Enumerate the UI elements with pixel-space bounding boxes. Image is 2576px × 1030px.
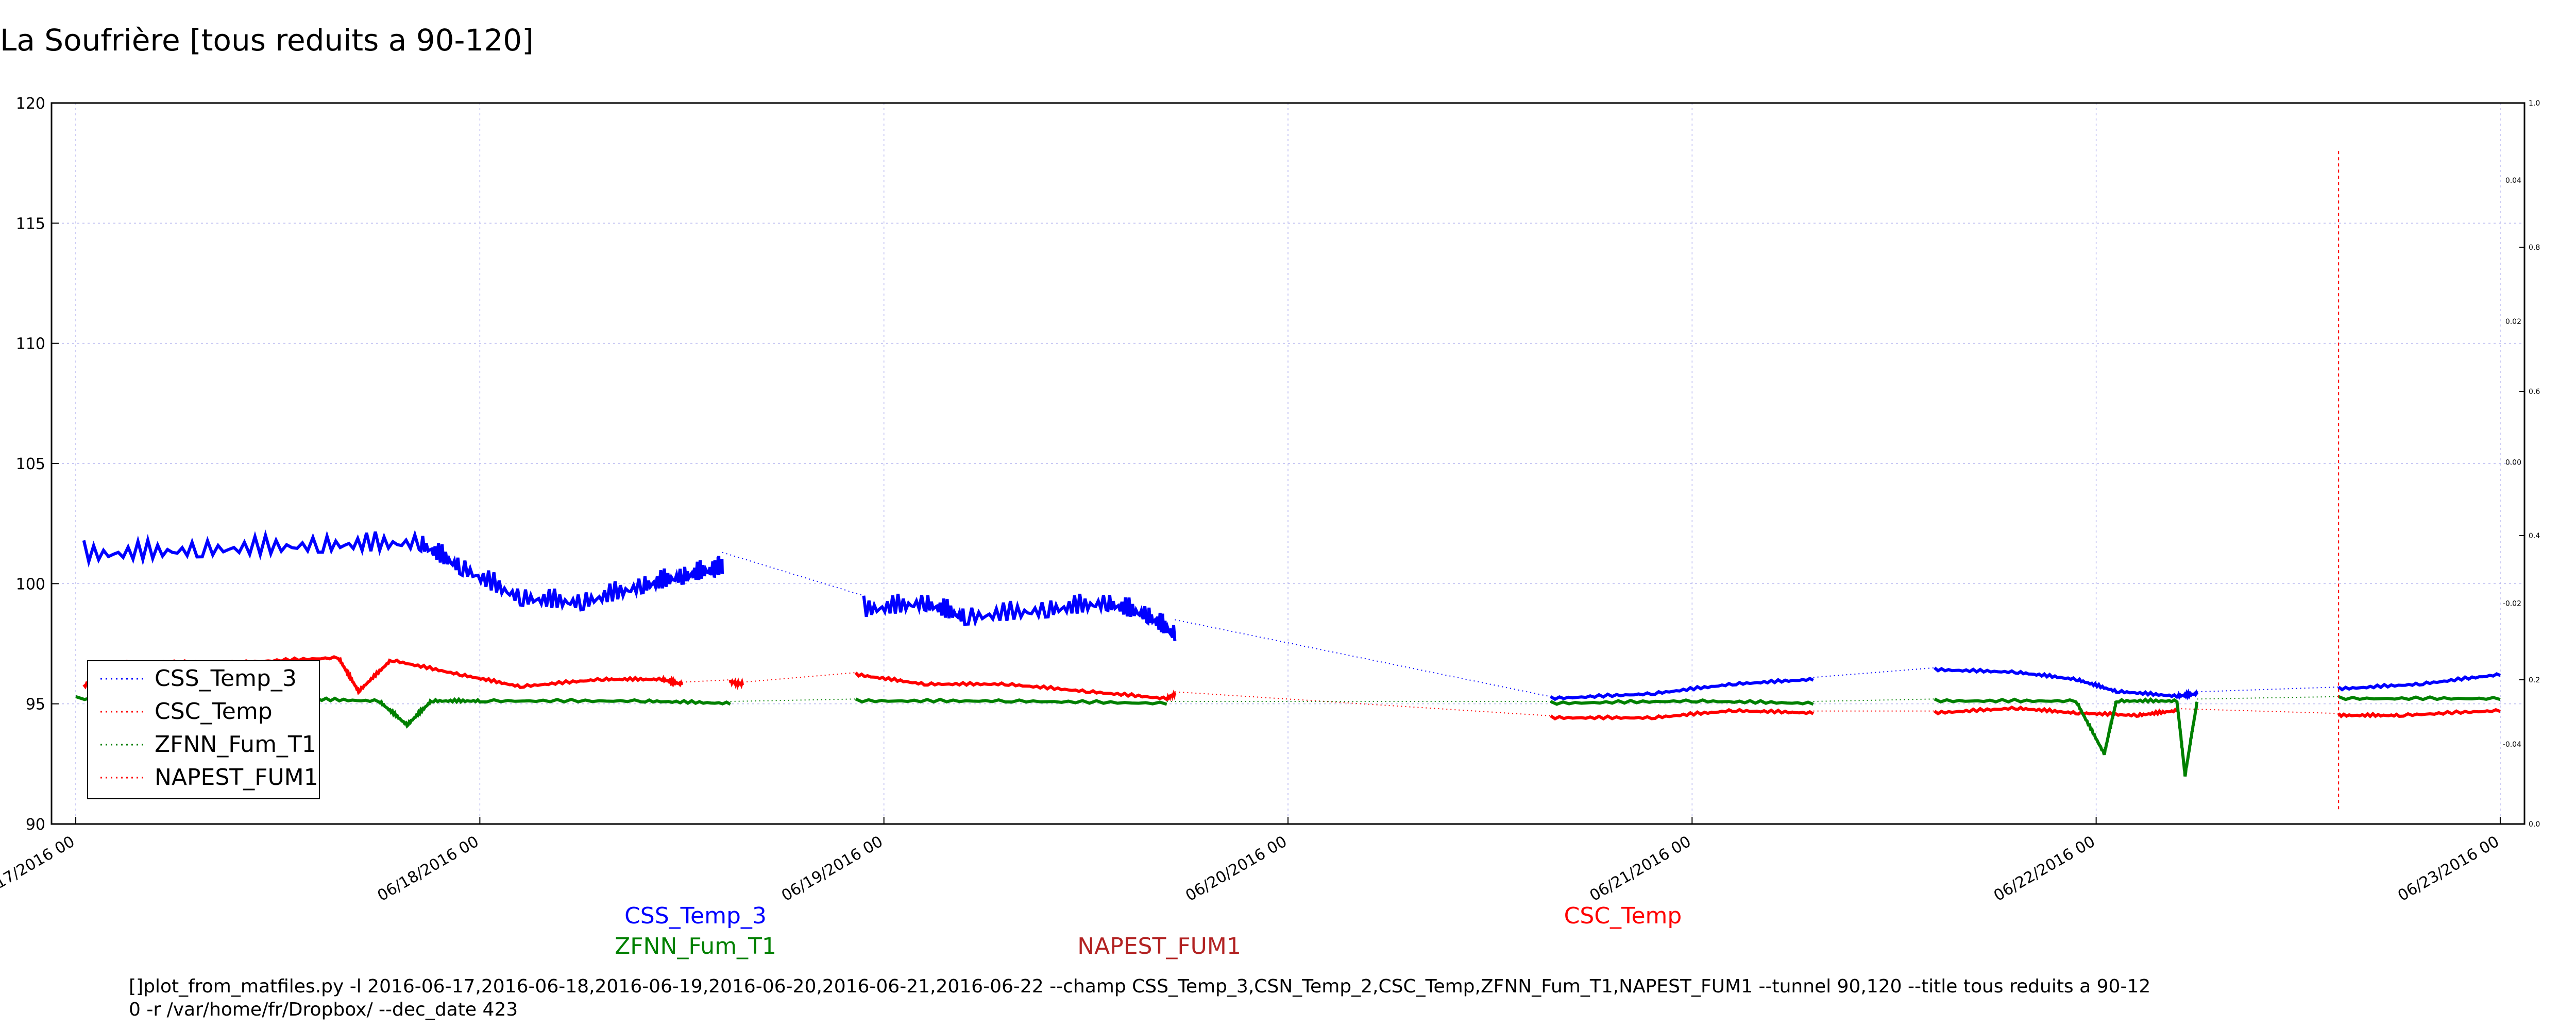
series-line xyxy=(728,677,744,691)
chart-title: La Soufrière [tous reduits a 90-120] xyxy=(0,23,534,58)
right-tick-label: 0.4 xyxy=(2529,532,2540,540)
series-line xyxy=(1550,708,1815,721)
series-gap-connector xyxy=(2197,696,2339,700)
series-CSC_Temp xyxy=(82,655,2501,721)
series-gap-connector xyxy=(1813,698,1935,702)
series-gap-connector xyxy=(1175,619,1551,697)
right-inner-tick-label: -0.02 xyxy=(2503,599,2521,608)
x-tick-label: 06/22/2016 00 xyxy=(1991,833,2098,905)
bottom-label: CSC_Temp xyxy=(1564,903,1682,929)
right-tick-label: 0.6 xyxy=(2529,388,2540,396)
series-line xyxy=(1933,666,2199,701)
y-axis: 90 95 100 105 110 115 120 xyxy=(16,95,59,834)
right-tick-label: 1.0 xyxy=(2529,99,2540,108)
right-inner-tick-label: 0.04 xyxy=(2505,177,2521,185)
y-tick-label: 90 xyxy=(26,816,45,834)
series-line xyxy=(1550,676,1814,701)
series-gap-connector xyxy=(742,672,856,683)
right-inner-tick-label: -0.04 xyxy=(2503,741,2521,749)
series-line xyxy=(862,593,1177,641)
x-tick-label: 06/17/2016 00 xyxy=(0,833,78,905)
series-gap-connector xyxy=(2177,708,2339,714)
right-inner-tick-label: 0.00 xyxy=(2505,459,2521,467)
legend-label: CSS_Temp_3 xyxy=(155,665,297,692)
legend-box xyxy=(87,660,320,799)
series-line xyxy=(2338,695,2501,701)
y-tick-label: 110 xyxy=(16,335,45,353)
series-line xyxy=(855,697,1167,706)
legend-label: ZFNN_Fum_T1 xyxy=(155,731,316,758)
series-gap-connector xyxy=(722,552,864,596)
series-line xyxy=(1934,697,2199,777)
series-line xyxy=(82,529,724,612)
series-line xyxy=(1550,698,1814,706)
x-tick-label: 06/23/2016 00 xyxy=(2395,833,2502,905)
y-tick-label: 115 xyxy=(16,215,45,233)
legend-label: CSC_Temp xyxy=(155,698,273,725)
series-gap-connector xyxy=(730,698,856,702)
bottom-label: ZFNN_Fum_T1 xyxy=(615,933,776,959)
series-line xyxy=(854,671,1177,701)
x-tick-label: 06/21/2016 00 xyxy=(1587,833,1694,905)
series-CSS_Temp_3 xyxy=(82,529,2501,701)
x-tick-label: 06/20/2016 00 xyxy=(1182,833,1290,905)
y-tick-label: 120 xyxy=(16,95,45,113)
y-tick-label: 100 xyxy=(16,575,45,593)
x-axis: 06/17/2016 00 06/18/2016 00 06/19/2016 00 0… xyxy=(0,817,2502,905)
bottom-labels: CSS_Temp_3 ZFNN_Fum_T1 NAPEST_FUM1 CSC_Temp xyxy=(615,903,1682,959)
series-gap-connector xyxy=(2197,686,2339,693)
legend: CSS_Temp_3 CSC_Temp ZFNN_Fum_T1 NAPEST_FUM1 xyxy=(87,660,320,799)
right-axis: 0.0 0.2 0.4 0.6 0.8 1.0 -0.04 -0.02 0.00 0.02 0.04 xyxy=(2503,99,2540,829)
legend-label: NAPEST_FUM1 xyxy=(155,764,318,791)
series-layer xyxy=(75,151,2501,810)
y-tick-label: 95 xyxy=(26,696,45,714)
series-gap-connector xyxy=(1175,691,1551,716)
bottom-label: CSS_Temp_3 xyxy=(624,903,767,929)
command-line: []plot_from_matfiles.py -l 2016-06-17,20… xyxy=(129,975,2150,1021)
command-line-2: 0 -r /var/home/fr/Dropbox/ --dec_date 42… xyxy=(129,999,518,1020)
series-line xyxy=(1934,705,2178,718)
series-line xyxy=(2337,672,2501,692)
right-tick-label: 0.8 xyxy=(2529,244,2540,252)
right-tick-label: 0.2 xyxy=(2529,676,2540,684)
y-tick-label: 105 xyxy=(16,455,45,473)
grid xyxy=(52,102,2524,825)
x-tick-label: 06/19/2016 00 xyxy=(778,833,886,905)
right-tick-label: 0.0 xyxy=(2529,820,2540,829)
command-line-1: []plot_from_matfiles.py -l 2016-06-17,20… xyxy=(129,976,2151,997)
series-line xyxy=(2337,708,2501,719)
series-gap-connector xyxy=(1813,667,1935,678)
series-gap-connector xyxy=(682,679,731,683)
right-inner-tick-label: 0.02 xyxy=(2505,318,2521,326)
bottom-label: NAPEST_FUM1 xyxy=(1077,933,1241,959)
x-tick-label: 06/18/2016 00 xyxy=(375,833,482,905)
